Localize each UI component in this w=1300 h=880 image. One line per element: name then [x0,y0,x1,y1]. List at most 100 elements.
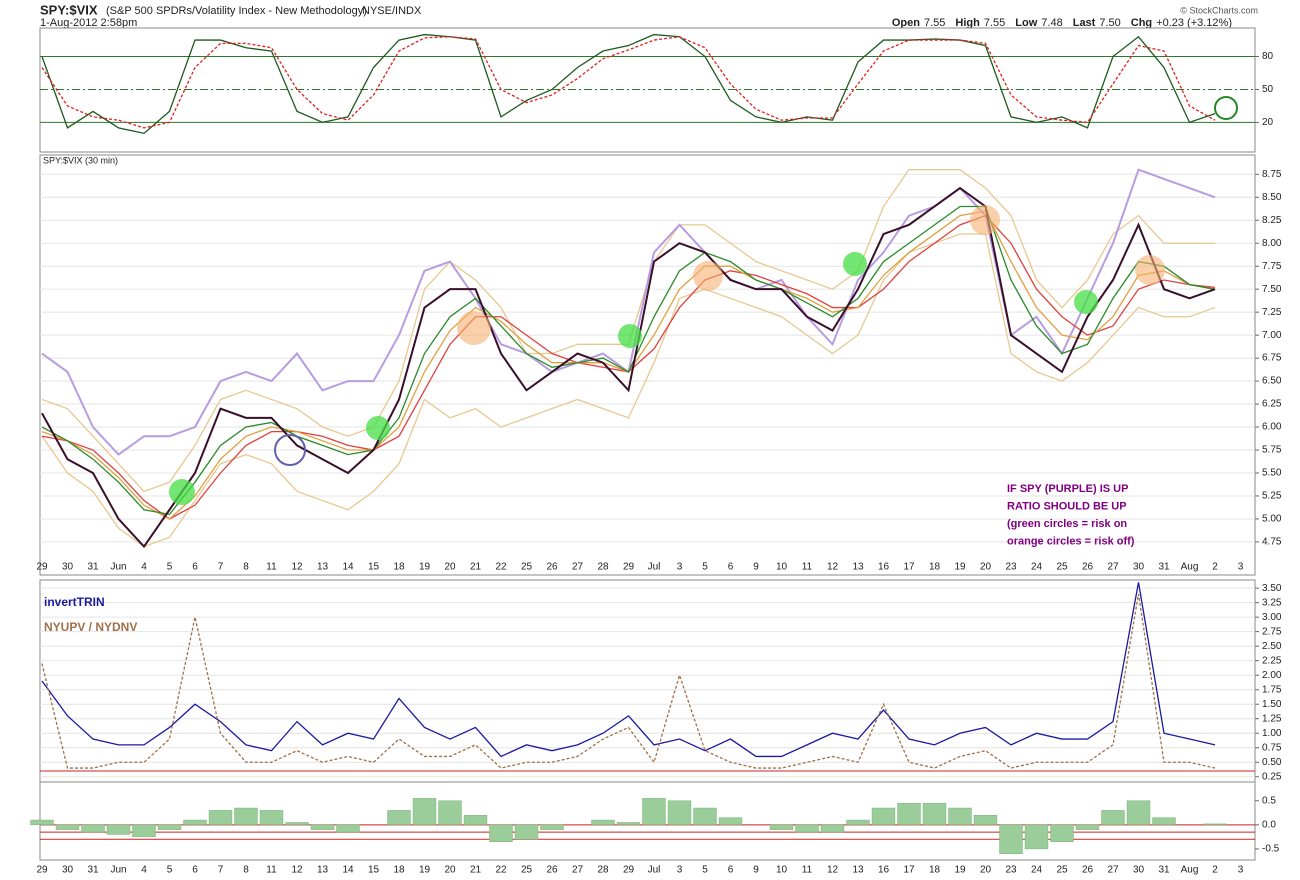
bar [667,800,692,826]
x-tick-label: 11 [802,562,813,573]
x-tick-label: 13 [852,562,864,573]
legend-entry: NYUPV / NYDNV [44,620,137,634]
x-tick-label: 13 [852,865,864,876]
x-tick-label: 30 [62,562,74,573]
panels: 80 50 20 4.75 5.00 5.25 5.50 5.75 6.00 6.25 6.50 6.… [30,27,1282,876]
bar [1101,810,1125,826]
x-tick-label: 21 [470,865,482,876]
x-tick-label: 19 [419,865,431,876]
x-tick-label: 22 [495,865,507,876]
bar [132,824,156,838]
risk-off-circle [970,205,1000,235]
y-tick-label: 5.75 [1262,445,1282,456]
x-tick-label: Jun [110,562,126,573]
x-tick-label: 29 [623,865,635,876]
y-tick-label: 0.0 [1262,819,1276,830]
y-tick-label: 20 [1262,117,1274,128]
circles [169,96,1238,505]
x-tick-label: 18 [393,562,405,573]
y-tick-label: 1.75 [1262,684,1282,695]
x-tick-label: 30 [1133,562,1145,573]
x-tick-label: 5 [167,865,173,876]
bar [871,807,896,826]
y-tick-label: 0.5 [1262,795,1276,806]
x-tick-label: 30 [62,865,74,876]
x-tick-label: 28 [597,562,609,573]
x-tick-label: 2 [1212,562,1218,573]
x-tick-label: 5 [167,562,173,573]
x-tick-label: 29 [623,562,635,573]
risk-on-circle [366,416,390,440]
risk-on-circle [1074,290,1098,314]
x-tick-label: Jul [648,562,661,573]
annotation: RATIO SHOULD BE UP [1007,500,1127,512]
x-tick-label: 12 [827,562,839,573]
x-tick-label: 6 [728,562,734,573]
y-tick-label: 5.25 [1262,491,1282,502]
quote-value: 7.55 [984,17,1005,29]
x-tick-label: 25 [521,865,533,876]
x-tick-label: 10 [776,562,788,573]
y-tick-label: 7.00 [1262,330,1282,341]
bar [234,807,258,826]
x-tick-label: 29 [36,865,48,876]
x-tick-label: 19 [954,562,966,573]
y-tick-label: 3.25 [1262,597,1282,608]
x-tick-label: 2 [1212,865,1218,876]
quote-value: 7.55 [924,17,945,29]
bar [616,822,641,826]
x-tick-label: 26 [1082,562,1094,573]
bar [922,802,947,826]
panel-title: SPY:$VIX (30 min) [43,155,118,165]
x-tick-label: 3 [677,562,683,573]
quote-label: Low [1015,17,1037,29]
x-tick-label: 26 [546,865,558,876]
bar [897,802,921,826]
x-tick-label: Aug [1181,562,1199,573]
annotation: orange circles = risk off) [1007,535,1135,547]
x-tick-label: Jul [648,865,661,876]
x-tick-label: 21 [470,562,482,573]
bar [973,815,998,826]
x-tick-label: 8 [243,865,249,876]
x-tick-label: 14 [342,865,354,876]
y-tick-label: 6.50 [1262,376,1282,387]
y-tick-label: 8.75 [1262,169,1282,180]
y-tick-label: 2.50 [1262,641,1282,652]
series-line [41,593,1216,769]
x-tick-label: 7 [218,865,224,876]
bar [514,824,539,840]
annotation: (green circles = risk on [1007,518,1127,530]
x-tick-label: 15 [368,562,380,573]
bar [208,810,233,826]
x-tick-label: 5 [702,562,708,573]
x-tick-label: 26 [546,562,558,573]
x-tick-label: 31 [1158,865,1170,876]
x-tick-label: 30 [1133,865,1145,876]
description: (S&P 500 SPDRs/Volatility Index - New Me… [106,5,367,17]
panel-frame [39,154,1256,576]
bar [999,824,1023,854]
y-tick-label: 2.75 [1262,626,1282,637]
x-tick-label: 28 [597,865,609,876]
x-tick-label: 27 [1107,562,1119,573]
risk-off-circle [693,261,723,291]
y-tick-label: 2.00 [1262,670,1282,681]
bar [591,819,615,826]
x-tick-label: 25 [1056,865,1068,876]
x-tick-label: 18 [929,865,941,876]
x-tick-label: 25 [1056,562,1068,573]
bar [846,819,870,826]
x-tick-label: 4 [141,562,147,573]
bar [412,798,437,826]
x-tick-label: 20 [444,865,456,876]
annotation: IF SPY (PURPLE) IS UP [1007,483,1128,495]
quote-label: Open [892,17,920,29]
y-tick-label: 3.50 [1262,583,1282,594]
bar [55,824,80,830]
x-tick-label: 3 [1238,562,1244,573]
x-tick-label: 12 [291,562,303,573]
bar [438,800,462,826]
x-tick-label: 23 [1005,865,1017,876]
